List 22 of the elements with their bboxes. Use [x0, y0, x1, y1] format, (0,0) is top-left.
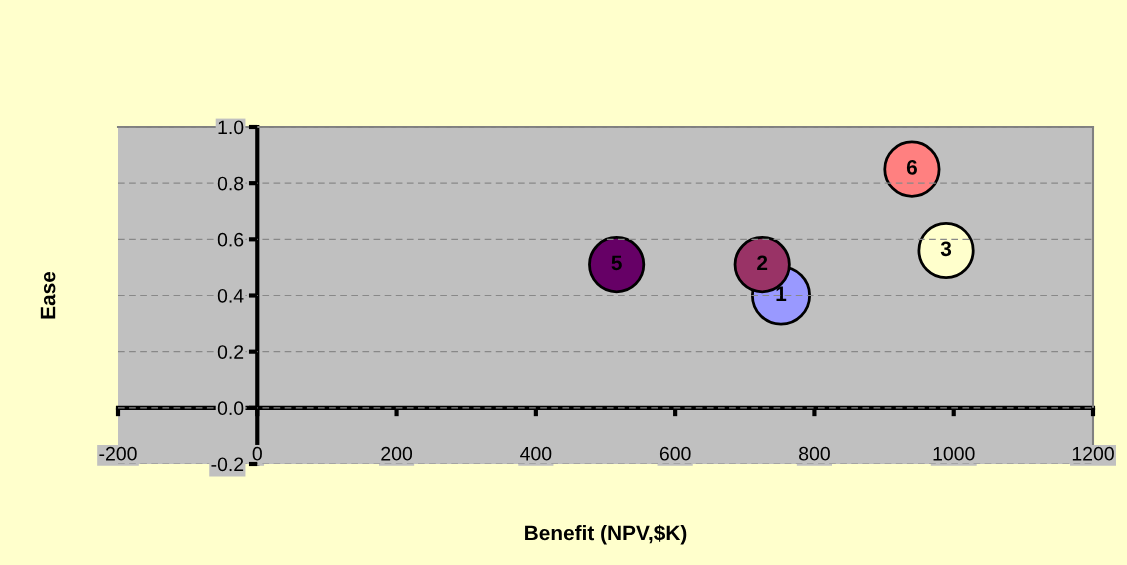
annotation: 1 [776, 286, 787, 301]
x-tick-label: 800 [799, 446, 830, 461]
y-axis-title: Ease [40, 271, 56, 319]
x-tick-label: 200 [381, 446, 413, 461]
y-tick-label: 0.0 [217, 401, 244, 416]
y-tick-label: -0.2 [211, 457, 244, 472]
y-tick-label: 0.2 [217, 345, 244, 359]
y-tick-label: 0.6 [217, 232, 244, 247]
x-axis-title: Benefit (NPV,$K) [525, 524, 687, 545]
x-tick-label: 1200 [1072, 446, 1114, 461]
x-tick-label: 600 [659, 446, 691, 461]
x-tick-label: 0 [252, 446, 262, 461]
x-tick-label: 1000 [933, 446, 975, 461]
annotation: 2 [757, 255, 768, 270]
y-tick-label: 1.0 [218, 120, 244, 135]
y-tick-label: 0.8 [217, 176, 244, 191]
annotation: 5 [611, 255, 622, 271]
x-tick-label: 400 [520, 446, 552, 461]
y-tick-label: 0.4 [217, 288, 244, 303]
annotation: 6 [906, 159, 917, 175]
annotation: 3 [940, 241, 952, 257]
x-tick-label: -200 [99, 446, 137, 461]
